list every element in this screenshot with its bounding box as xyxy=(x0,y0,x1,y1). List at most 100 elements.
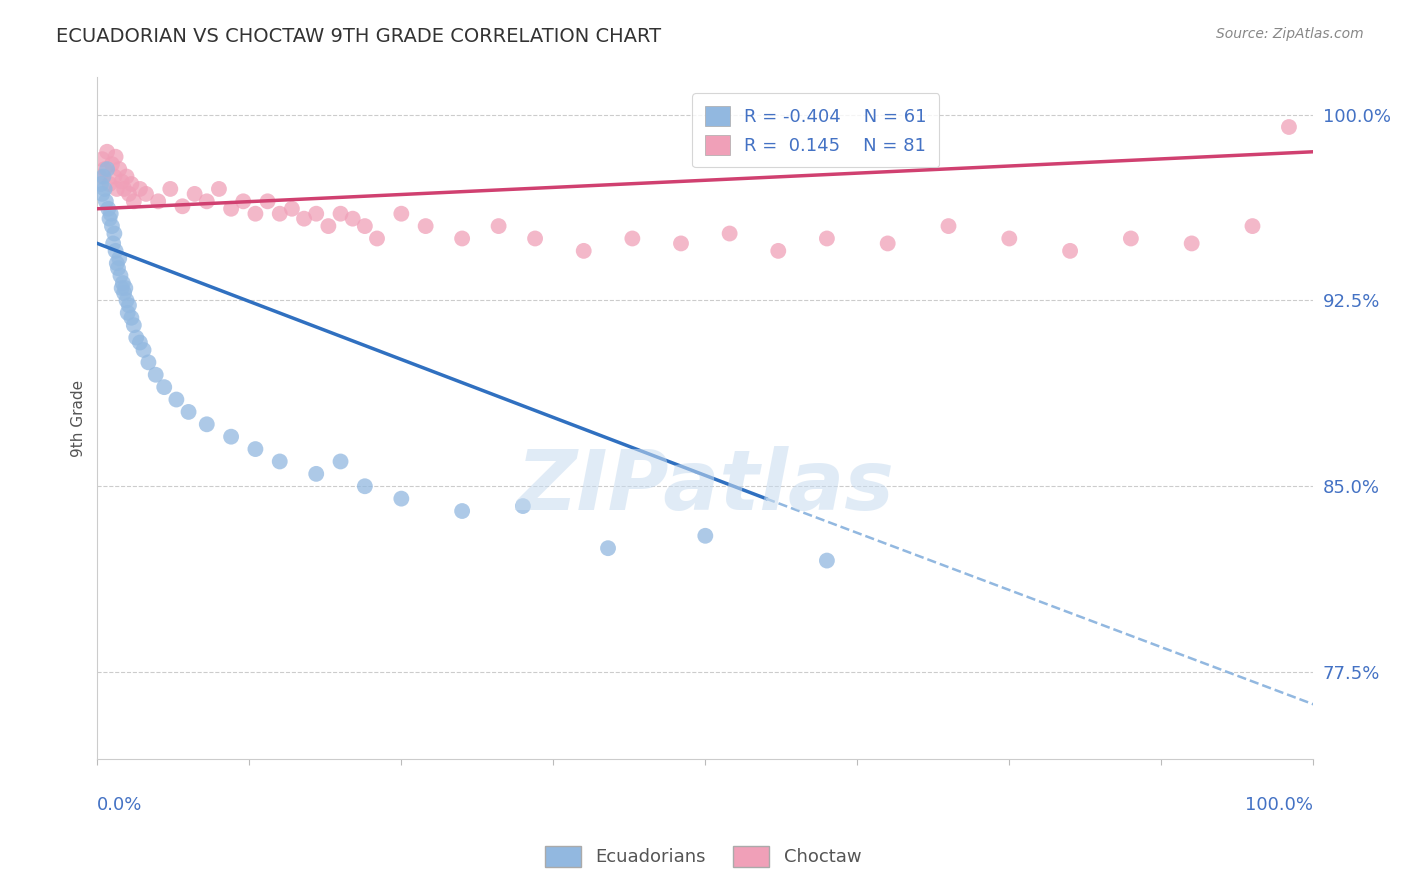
Point xyxy=(815,553,838,567)
Point xyxy=(97,202,120,216)
Point xyxy=(389,491,412,506)
Point xyxy=(138,355,160,369)
Point xyxy=(1119,231,1142,245)
Point xyxy=(232,194,254,209)
Point xyxy=(145,368,167,382)
Point xyxy=(115,169,138,184)
Point xyxy=(1278,120,1301,134)
Point xyxy=(153,380,176,394)
Point xyxy=(93,182,115,196)
Point xyxy=(596,541,619,556)
Text: 0.0%: 0.0% xyxy=(97,797,143,814)
Point xyxy=(281,202,304,216)
Point xyxy=(90,177,112,191)
Point xyxy=(98,211,121,226)
Point xyxy=(129,182,152,196)
Text: ECUADORIAN VS CHOCTAW 9TH GRADE CORRELATION CHART: ECUADORIAN VS CHOCTAW 9TH GRADE CORRELAT… xyxy=(56,27,661,45)
Point xyxy=(353,479,375,493)
Point xyxy=(91,152,114,166)
Point xyxy=(876,236,898,251)
Point xyxy=(1059,244,1081,258)
Point xyxy=(91,186,114,201)
Point xyxy=(111,276,134,290)
Text: ZIPatlas: ZIPatlas xyxy=(516,446,894,527)
Point xyxy=(256,194,278,209)
Point xyxy=(998,231,1021,245)
Point xyxy=(512,499,534,513)
Point xyxy=(451,504,474,518)
Point xyxy=(108,252,131,266)
Point xyxy=(115,293,138,308)
Point xyxy=(329,454,352,468)
Point xyxy=(718,227,741,241)
Point xyxy=(219,430,242,444)
Point xyxy=(110,268,132,283)
Point xyxy=(108,162,131,177)
Point xyxy=(96,162,118,177)
Point xyxy=(100,207,122,221)
Text: 100.0%: 100.0% xyxy=(1246,797,1313,814)
Point xyxy=(269,454,291,468)
Point xyxy=(120,310,142,325)
Point xyxy=(342,211,364,226)
Point xyxy=(112,182,135,196)
Point xyxy=(195,417,218,432)
Legend: R = -0.404    N = 61, R =  0.145    N = 81: R = -0.404 N = 61, R = 0.145 N = 81 xyxy=(692,94,939,168)
Point xyxy=(101,157,124,171)
Point xyxy=(135,186,157,201)
Point xyxy=(103,227,125,241)
Point xyxy=(1181,236,1204,251)
Point xyxy=(219,202,242,216)
Point xyxy=(107,261,129,276)
Point xyxy=(125,330,148,344)
Point xyxy=(118,298,141,312)
Point xyxy=(165,392,187,407)
Point xyxy=(118,186,141,201)
Point xyxy=(103,169,125,184)
Point xyxy=(94,194,117,209)
Point xyxy=(93,162,115,177)
Point xyxy=(105,182,128,196)
Point xyxy=(120,177,142,191)
Point xyxy=(122,194,145,209)
Point xyxy=(621,231,644,245)
Point xyxy=(96,145,118,159)
Point xyxy=(269,207,291,221)
Point xyxy=(111,281,134,295)
Point xyxy=(389,207,412,221)
Point xyxy=(101,236,124,251)
Point xyxy=(815,231,838,245)
Point xyxy=(172,199,194,213)
Point xyxy=(117,306,139,320)
Point xyxy=(195,194,218,209)
Point xyxy=(93,169,115,184)
Point xyxy=(415,219,437,233)
Point xyxy=(353,219,375,233)
Point xyxy=(938,219,960,233)
Point xyxy=(488,219,510,233)
Point xyxy=(104,150,127,164)
Legend: Ecuadorians, Choctaw: Ecuadorians, Choctaw xyxy=(537,838,869,874)
Point xyxy=(695,529,717,543)
Point xyxy=(177,405,200,419)
Point xyxy=(129,335,152,350)
Point xyxy=(111,174,134,188)
Point xyxy=(292,211,315,226)
Point xyxy=(105,256,128,270)
Point xyxy=(112,285,135,300)
Point xyxy=(318,219,340,233)
Point xyxy=(104,244,127,258)
Point xyxy=(89,169,111,184)
Point xyxy=(183,186,205,201)
Point xyxy=(572,244,595,258)
Point xyxy=(101,219,124,233)
Point xyxy=(366,231,388,245)
Point xyxy=(208,182,231,196)
Point xyxy=(114,281,136,295)
Point xyxy=(329,207,352,221)
Point xyxy=(1241,219,1264,233)
Point xyxy=(305,467,328,481)
Text: Source: ZipAtlas.com: Source: ZipAtlas.com xyxy=(1216,27,1364,41)
Y-axis label: 9th Grade: 9th Grade xyxy=(72,380,86,457)
Point xyxy=(669,236,692,251)
